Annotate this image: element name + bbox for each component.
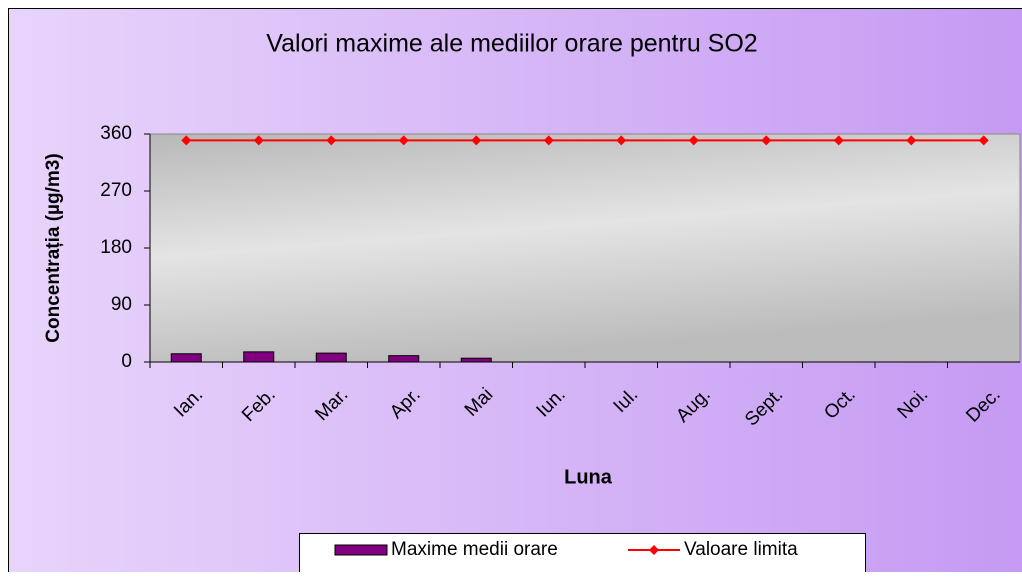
legend-label: Valoare limita: [684, 539, 798, 560]
y-tick-label: 270: [100, 180, 132, 201]
plot-area: [150, 134, 1020, 362]
legend-swatch: [335, 545, 387, 555]
bar: [461, 358, 491, 362]
y-tick-label: 0: [121, 351, 132, 372]
bar: [389, 356, 419, 362]
y-axis-label: Concentrația (µg/m3): [43, 153, 64, 342]
y-tick-label: 90: [111, 294, 132, 315]
y-tick-label: 180: [100, 237, 132, 258]
bar: [171, 354, 201, 362]
chart-title: Valori maxime ale mediilor orare pentru …: [266, 30, 757, 58]
bar: [316, 353, 346, 362]
bar: [244, 352, 274, 362]
legend-label: Maxime medii orare: [391, 539, 558, 560]
x-axis-label: Luna: [564, 466, 613, 488]
y-tick-label: 360: [100, 123, 132, 144]
